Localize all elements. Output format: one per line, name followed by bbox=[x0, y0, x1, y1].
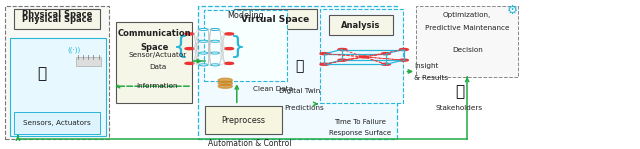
Circle shape bbox=[211, 40, 220, 42]
Circle shape bbox=[199, 28, 208, 31]
Circle shape bbox=[381, 53, 390, 55]
Text: Sensor/Actuator: Sensor/Actuator bbox=[128, 52, 187, 58]
Circle shape bbox=[199, 64, 208, 66]
Text: Digital Twin: Digital Twin bbox=[279, 88, 320, 94]
Text: {: { bbox=[173, 35, 188, 59]
Text: ((·)): ((·)) bbox=[67, 47, 80, 53]
FancyBboxPatch shape bbox=[76, 58, 101, 66]
Text: Automation & Control: Automation & Control bbox=[208, 139, 291, 148]
Text: 🤖: 🤖 bbox=[37, 66, 46, 81]
Text: Modeling: Modeling bbox=[227, 11, 264, 20]
Circle shape bbox=[225, 33, 234, 35]
Ellipse shape bbox=[218, 81, 232, 85]
FancyBboxPatch shape bbox=[320, 9, 403, 103]
FancyBboxPatch shape bbox=[416, 6, 518, 77]
Circle shape bbox=[211, 64, 220, 66]
Circle shape bbox=[225, 62, 234, 64]
Text: Predictive Maintenance: Predictive Maintenance bbox=[425, 25, 509, 31]
Text: Clean Data: Clean Data bbox=[253, 86, 292, 92]
Text: & Results: & Results bbox=[414, 75, 448, 81]
Circle shape bbox=[399, 59, 408, 61]
FancyBboxPatch shape bbox=[205, 106, 282, 134]
Text: Data: Data bbox=[149, 64, 166, 70]
Circle shape bbox=[185, 62, 194, 64]
Text: Insight: Insight bbox=[414, 63, 438, 69]
Circle shape bbox=[399, 48, 408, 51]
Ellipse shape bbox=[218, 84, 232, 88]
Text: Decision: Decision bbox=[452, 47, 483, 53]
Text: Analysis: Analysis bbox=[341, 21, 381, 30]
Text: ⚙: ⚙ bbox=[506, 4, 518, 17]
FancyBboxPatch shape bbox=[10, 38, 106, 136]
Circle shape bbox=[225, 48, 234, 50]
Circle shape bbox=[320, 63, 329, 65]
Text: Stakeholders: Stakeholders bbox=[436, 105, 483, 111]
Circle shape bbox=[199, 52, 208, 54]
Text: Preprocess: Preprocess bbox=[221, 116, 265, 125]
Text: Information: Information bbox=[137, 83, 178, 89]
Text: Space: Space bbox=[140, 43, 168, 52]
Circle shape bbox=[320, 53, 329, 55]
Text: 👥: 👥 bbox=[455, 84, 464, 99]
FancyBboxPatch shape bbox=[198, 6, 397, 139]
FancyBboxPatch shape bbox=[329, 15, 393, 35]
FancyBboxPatch shape bbox=[14, 112, 100, 134]
Text: Sensors, Actuators: Sensors, Actuators bbox=[23, 120, 91, 126]
Text: Physical Space: Physical Space bbox=[22, 10, 92, 19]
Circle shape bbox=[211, 52, 220, 54]
Text: }: } bbox=[230, 35, 246, 59]
Ellipse shape bbox=[218, 78, 232, 82]
Circle shape bbox=[381, 63, 390, 65]
Circle shape bbox=[199, 40, 208, 42]
Text: Optimization,: Optimization, bbox=[443, 12, 492, 18]
Text: Communication: Communication bbox=[117, 29, 191, 38]
Text: Time To Failure: Time To Failure bbox=[334, 119, 387, 125]
Text: 🦾: 🦾 bbox=[295, 59, 304, 73]
FancyBboxPatch shape bbox=[204, 10, 287, 81]
Circle shape bbox=[211, 28, 220, 31]
FancyBboxPatch shape bbox=[5, 6, 109, 139]
Text: Response Surface: Response Surface bbox=[329, 130, 392, 136]
Text: Physical Space: Physical Space bbox=[22, 15, 92, 24]
Text: Virtual Space: Virtual Space bbox=[241, 15, 309, 24]
Circle shape bbox=[338, 59, 347, 61]
FancyBboxPatch shape bbox=[14, 9, 100, 30]
FancyBboxPatch shape bbox=[116, 22, 192, 103]
Circle shape bbox=[185, 48, 194, 50]
FancyBboxPatch shape bbox=[234, 9, 317, 30]
Text: Predictions: Predictions bbox=[284, 105, 324, 111]
Circle shape bbox=[185, 33, 194, 35]
Circle shape bbox=[338, 48, 347, 51]
Circle shape bbox=[360, 56, 369, 58]
